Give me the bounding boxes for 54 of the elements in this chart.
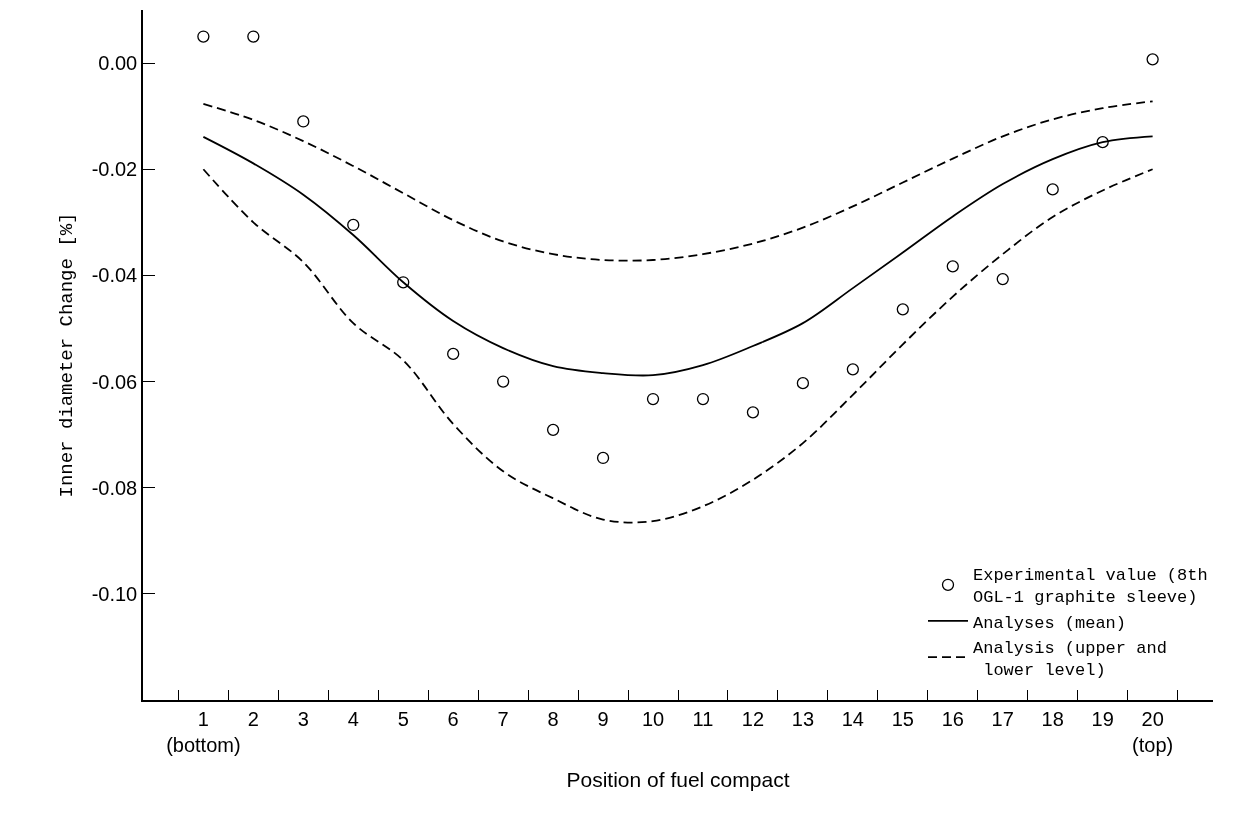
x-tick-label: 10 bbox=[641, 707, 665, 730]
y-axis-title: Inner diameter Change [%] bbox=[56, 212, 79, 498]
line-series bbox=[202, 168, 1154, 524]
x-tick-label: 13 bbox=[791, 707, 815, 730]
point bbox=[1046, 183, 1059, 196]
line-series bbox=[202, 100, 1154, 262]
x-tick-label: 3 bbox=[297, 707, 309, 730]
point bbox=[946, 260, 959, 273]
point bbox=[896, 303, 909, 316]
x-tick-label: 7 bbox=[497, 707, 509, 730]
y-tick-label: -0.06 bbox=[91, 370, 138, 393]
x-tick-label: 5 bbox=[397, 707, 409, 730]
point bbox=[197, 30, 210, 43]
point bbox=[1096, 136, 1109, 149]
point bbox=[347, 218, 360, 232]
x-tick-label: 19 bbox=[1091, 707, 1114, 730]
point bbox=[796, 376, 810, 390]
x-tick-label: 18 bbox=[1041, 707, 1064, 730]
legend-label: Experimental value (8th OGL-1 graphite sleeve) bbox=[973, 566, 1208, 608]
point bbox=[746, 406, 760, 419]
point bbox=[447, 347, 460, 361]
y-tick-label: -0.04 bbox=[91, 264, 138, 287]
point bbox=[297, 115, 310, 128]
legend-label: Analyses (mean) bbox=[973, 613, 1127, 633]
point bbox=[696, 392, 710, 406]
x-tick-label: 4 bbox=[347, 707, 359, 730]
y-tick-label: 0.00 bbox=[98, 52, 138, 75]
point bbox=[846, 363, 860, 376]
legend-label: Analysis (upper and lower level) bbox=[973, 638, 1167, 680]
x-tick-label: 2 bbox=[247, 707, 259, 730]
point bbox=[496, 375, 510, 388]
point bbox=[247, 30, 260, 43]
y-tick-label: -0.02 bbox=[91, 158, 138, 181]
x-tick-label: 11 bbox=[692, 707, 714, 730]
x-tick-label: 20 (top) bbox=[1132, 707, 1174, 756]
point bbox=[397, 276, 410, 289]
point bbox=[646, 392, 660, 406]
x-tick-label: 1 (bottom) bbox=[166, 707, 241, 756]
x-axis-title: Position of fuel compact bbox=[566, 768, 790, 792]
y-tick-label: -0.10 bbox=[91, 582, 138, 605]
point bbox=[1146, 53, 1159, 66]
line-series bbox=[202, 135, 1154, 377]
x-tick-label: 12 bbox=[741, 707, 765, 730]
point bbox=[596, 451, 610, 465]
y-tick-label: -0.08 bbox=[91, 476, 138, 499]
x-tick-label: 15 bbox=[891, 707, 914, 730]
x-tick-label: 6 bbox=[447, 707, 459, 730]
x-tick-label: 16 bbox=[941, 707, 964, 730]
point bbox=[996, 272, 1009, 286]
x-tick-label: 14 bbox=[841, 707, 864, 730]
x-tick-label: 9 bbox=[597, 707, 609, 730]
point bbox=[546, 423, 560, 436]
x-tick-label: 17 bbox=[991, 707, 1014, 730]
x-tick-label: 8 bbox=[547, 707, 559, 730]
